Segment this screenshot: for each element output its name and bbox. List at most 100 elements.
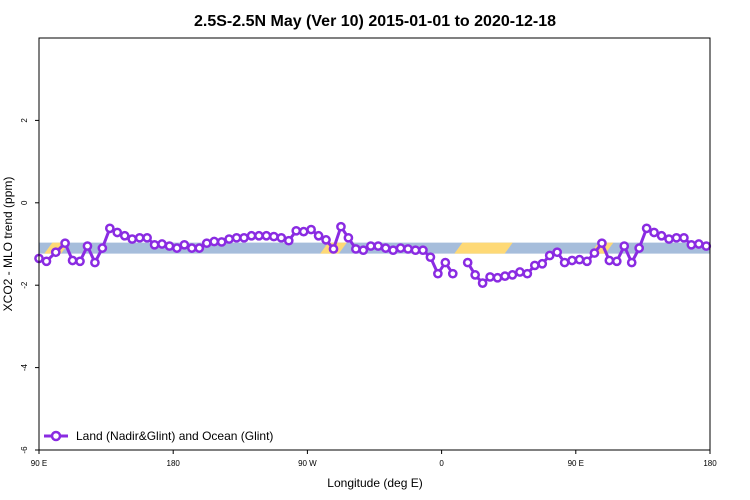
data-point [656,230,667,241]
data-point [671,232,682,243]
data-point [388,245,398,256]
data-point [321,235,331,245]
data-point [537,258,548,269]
data-point [82,241,93,251]
data-point [254,230,264,241]
data-point [60,238,70,249]
ocean-band-segment-2 [454,242,513,254]
data-point [611,256,622,267]
data-point [97,243,108,253]
data-point [664,234,674,244]
data-point [276,232,287,243]
chart-title: 2.5S-2.5N May (Ver 10) 2015-01-01 to 202… [194,13,556,30]
x-tick-label: 0 [439,459,444,468]
data-point [582,256,592,267]
data-point [395,243,406,253]
data-point [298,226,309,237]
data-point [261,230,272,241]
data-point [649,227,659,238]
data-point [410,245,421,256]
data-point [425,252,436,263]
data-point [231,232,242,243]
data-point [500,271,510,281]
data-point [440,257,451,268]
data-point [701,241,712,251]
data-point [67,255,78,266]
data-point [216,237,227,247]
data-point [403,244,413,254]
data-point [239,232,249,243]
data-point [597,238,607,249]
data-point [246,230,257,241]
y-tick-label: -2 [20,281,29,289]
data-point [574,254,585,265]
data-point [619,241,630,251]
data-point [50,247,61,258]
data-point [343,232,354,243]
data-point [41,256,52,267]
data-point [119,230,130,241]
data-point [291,225,302,236]
data-point [515,267,525,277]
data-point [626,257,637,268]
data-point [269,231,279,242]
data-point [306,224,316,235]
data-point [447,268,458,279]
data-point [134,232,145,243]
data-point [522,268,533,279]
data-point [179,239,190,250]
data-point [351,244,361,254]
data-point [693,239,704,249]
data-point [90,257,100,268]
y-tick-label: -6 [20,446,29,454]
data-point [589,248,600,258]
data-point [485,272,495,282]
x-tick-label: 90 E [568,459,584,468]
legend-label: Land (Nadir&Glint) and Ocean (Glint) [76,429,273,443]
y-tick-label: -4 [20,363,29,371]
data-point [157,239,167,249]
x-axis: 90 E 180 90 W 0 90 E 180 [31,450,717,468]
data-point [634,243,645,253]
data-point [529,260,540,271]
data-point [380,243,391,253]
plot-frame [38,37,711,451]
x-tick-label: 180 [167,459,181,468]
data-point [477,278,488,288]
data-point [313,230,324,241]
data-point [328,244,339,254]
data-point [373,241,384,251]
data-point [462,257,473,268]
data-point [112,227,123,238]
data-point [172,243,182,253]
data-point [507,270,518,280]
data-point [544,250,555,261]
y-axis: -6 -4 -2 0 2 [20,118,39,454]
data-point [418,245,428,256]
data-point [492,272,503,283]
data-point [104,223,115,234]
data-point [164,241,175,251]
data-point [127,234,138,244]
data-point [433,268,443,279]
y-tick-label: 2 [20,118,29,123]
data-point [224,234,234,244]
data-point [358,245,369,256]
data-point [365,241,376,251]
x-tick-label: 180 [703,459,717,468]
series-layer [34,221,712,288]
data-point [567,255,577,266]
data-point [201,238,212,249]
legend: Land (Nadir&Glint) and Ocean (Glint) [44,429,273,443]
y-axis-label: XCO2 - MLO trend (ppm) [1,177,15,312]
data-point [679,232,689,243]
data-point [604,255,615,266]
x-tick-label: 90 E [31,459,47,468]
data-point [209,236,220,247]
data-point [149,239,160,250]
legend-point-marker [50,430,62,442]
data-point [641,223,652,234]
data-point [194,243,205,253]
data-point [186,243,197,253]
